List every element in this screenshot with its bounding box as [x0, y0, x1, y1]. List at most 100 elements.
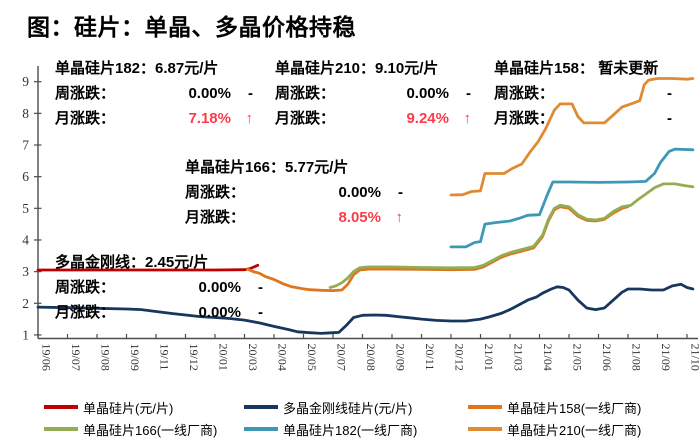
week-change-label: 周涨跌：: [275, 85, 336, 102]
legend-label: 多晶金刚线硅片(元/片): [283, 400, 413, 416]
series-line-4: [449, 147, 695, 249]
annotation-210-month-row: 月涨跌： 9.24% ↑: [275, 106, 471, 131]
legend-item-3: 单晶硅片166(一线厂商): [44, 418, 244, 440]
legend-item-5: 单晶硅片210(一线厂商): [468, 418, 696, 440]
legend-item-0: 单晶硅片(元/片): [44, 396, 244, 418]
month-change-value: 8.05%: [338, 209, 381, 226]
legend-swatch: [44, 405, 78, 409]
x-tick-label: 19/12: [187, 344, 201, 371]
legend-item-4: 单晶硅片182(一线厂商): [244, 418, 468, 440]
legend-swatch: [244, 427, 278, 431]
annotation-210-week-row: 周涨跌： 0.00% -: [275, 81, 471, 106]
y-tick-label: 3: [22, 264, 29, 279]
x-tick-label: 20/01: [217, 344, 231, 371]
week-change-label: 周涨跌：: [55, 85, 116, 102]
x-tick-label: 21/03: [512, 344, 526, 371]
month-change-symbol: -: [258, 304, 263, 321]
month-change-value: -: [667, 110, 672, 127]
week-change-symbol: -: [248, 85, 253, 102]
x-tick-label: 19/09: [128, 344, 142, 371]
annotation-182-month-row: 月涨跌： 7.18% ↑: [55, 106, 253, 131]
x-tick-label: 21/06: [600, 344, 614, 371]
legend-label: 单晶硅片158(一线厂商): [507, 400, 642, 416]
legend-item-1: 多晶金刚线硅片(元/片): [244, 396, 468, 418]
y-tick-label: 7: [22, 138, 29, 153]
x-tick-label: 20/04: [276, 344, 290, 371]
x-tick-label: 19/11: [158, 344, 172, 371]
x-tick-label: 20/08: [364, 344, 378, 371]
x-tick-label: 20/11: [423, 344, 437, 371]
x-tick-label: 20/07: [335, 344, 349, 371]
week-change-label: 周涨跌：: [55, 279, 116, 296]
legend-label: 单晶硅片210(一线厂商): [507, 422, 642, 438]
annotation-210: 单晶硅片210：9.10元/片 周涨跌： 0.00% - 月涨跌： 9.24% …: [275, 57, 471, 131]
month-change-symbol: ↑: [463, 110, 472, 127]
month-change-symbol: ↑: [245, 110, 254, 127]
month-change-label: 月涨跌：: [275, 110, 336, 127]
annotation-multi-week-row: 周涨跌： 0.00% -: [55, 275, 263, 300]
annotation-158: 单晶硅片158： 暂未更新 周涨跌： - 月涨跌： -: [494, 57, 694, 131]
month-change-symbol: ↑: [395, 209, 404, 226]
series-line-0: [36, 263, 260, 272]
month-change-label: 月涨跌：: [55, 304, 116, 321]
x-tick-label: 20/05: [305, 344, 319, 371]
page-title: 图：硅片：单晶、多晶价格持稳: [27, 14, 356, 40]
y-tick-label: 9: [22, 74, 29, 89]
x-tick-label: 21/09: [659, 344, 673, 371]
annotation-multi: 多晶金刚线：2.45元/片 周涨跌： 0.00% - 月涨跌： 0.00% -: [55, 251, 263, 325]
y-tick-label: 4: [22, 232, 29, 247]
annotation-166-week-row: 周涨跌： 0.00% -: [185, 180, 403, 205]
annotation-multi-month-row: 月涨跌： 0.00% -: [55, 300, 263, 325]
series-line-5: [449, 77, 695, 197]
week-change-symbol: -: [398, 184, 403, 201]
annotation-182: 单晶硅片182：6.87元/片 周涨跌： 0.00% - 月涨跌： 7.18% …: [55, 57, 253, 131]
series-line-1: [36, 282, 695, 335]
annotation-158-week-row: 周涨跌： -: [494, 81, 694, 106]
legend-label: 单晶硅片182(一线厂商): [283, 422, 418, 438]
annotation-158-month-row: 月涨跌： -: [494, 106, 694, 131]
x-tick-label: 20/12: [453, 344, 467, 371]
axis-lines: [37, 66, 698, 340]
week-change-symbol: -: [258, 279, 263, 296]
x-tick-label: 19/06: [40, 344, 54, 371]
legend-swatch: [44, 427, 78, 431]
x-tick-label: 21/01: [482, 344, 496, 371]
annotation-multi-title: 多晶金刚线：2.45元/片: [55, 254, 209, 271]
month-change-label: 月涨跌：: [55, 110, 116, 127]
week-change-label: 周涨跌：: [494, 85, 555, 102]
week-change-value: -: [667, 85, 672, 102]
legend-swatch: [468, 405, 502, 409]
legend-label: 单晶硅片(元/片): [83, 400, 174, 416]
x-tick-label: 21/04: [541, 344, 555, 371]
legend-swatch: [468, 427, 502, 431]
y-tick-label: 8: [22, 106, 29, 121]
month-change-label: 月涨跌：: [494, 110, 555, 127]
annotation-182-week-row: 周涨跌： 0.00% -: [55, 81, 253, 106]
annotation-182-title: 单晶硅片182：6.87元/片: [55, 60, 219, 77]
y-tick-label: 5: [22, 201, 29, 216]
x-tick-label: 19/08: [99, 344, 113, 371]
legend-swatch: [244, 405, 278, 409]
x-tick-label: 20/09: [394, 344, 408, 371]
y-tick-label: 1: [22, 327, 29, 342]
series-line-3: [328, 182, 695, 289]
week-change-label: 周涨跌：: [185, 184, 246, 201]
annotation-210-title: 单晶硅片210：9.10元/片: [275, 60, 439, 77]
legend-label: 单晶硅片166(一线厂商): [83, 422, 218, 438]
x-tick-label: 20/03: [246, 344, 260, 371]
annotation-166: 单晶硅片166：5.77元/片 周涨跌： 0.00% - 月涨跌： 8.05% …: [185, 156, 403, 230]
week-change-value: 0.00%: [338, 184, 381, 201]
x-tick-label: 21/08: [630, 344, 644, 371]
month-change-value: 7.18%: [188, 110, 231, 127]
chart-legend: 单晶硅片(元/片) 多晶金刚线硅片(元/片) 单晶硅片158(一线厂商) 单晶硅片16…: [44, 396, 696, 440]
y-tick-label: 6: [22, 169, 29, 184]
x-tick-label: 19/07: [69, 344, 83, 371]
week-change-symbol: -: [466, 85, 471, 102]
annotation-166-title: 单晶硅片166：5.77元/片: [185, 159, 349, 176]
month-change-label: 月涨跌：: [185, 209, 246, 226]
month-change-value: 0.00%: [198, 304, 241, 321]
week-change-value: 0.00%: [188, 85, 231, 102]
y-tick-label: 2: [22, 296, 29, 311]
